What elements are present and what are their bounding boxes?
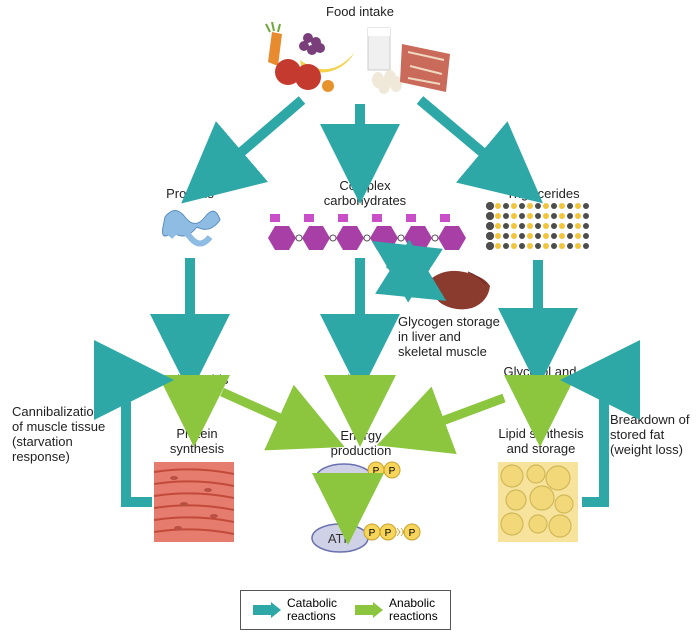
carbs-label: Complex carbohydrates bbox=[310, 178, 420, 208]
glycogen-label: Glycogen storage in liver and skeletal m… bbox=[398, 314, 538, 359]
energy-production-label: Energy production bbox=[326, 428, 396, 458]
muscle-illustration bbox=[154, 462, 234, 542]
carbs-illustration bbox=[268, 214, 468, 256]
svg-text:P: P bbox=[373, 466, 380, 477]
cannibalization-label: Cannibalization of muscle tissue (starva… bbox=[12, 404, 122, 464]
adp-illustration: ADP P P bbox=[314, 460, 414, 494]
amino-acids-label: Amino acids bbox=[148, 372, 238, 387]
food-illustration bbox=[260, 22, 460, 100]
atp-illustration: ATP P P P bbox=[310, 520, 430, 554]
fat-illustration bbox=[498, 462, 578, 542]
proteins-label: Proteins bbox=[155, 186, 225, 201]
triglycerides-label: Triglycerides bbox=[498, 186, 588, 201]
breakdown-fat-label: Breakdown of stored fat (weight loss) bbox=[610, 412, 698, 457]
svg-text:P: P bbox=[369, 528, 376, 539]
legend-catabolic-text: Catabolic reactions bbox=[287, 597, 337, 623]
protein-synthesis-label: Protein synthesis bbox=[162, 426, 232, 456]
svg-text:P: P bbox=[385, 528, 392, 539]
triglycerides-illustration bbox=[486, 200, 596, 256]
legend-anabolic: Anabolic reactions bbox=[355, 597, 438, 623]
proteins-illustration bbox=[155, 202, 225, 252]
legend-catabolic: Catabolic reactions bbox=[253, 597, 337, 623]
adp-text: ADP bbox=[331, 471, 358, 486]
svg-text:P: P bbox=[409, 528, 416, 539]
glucose-label: Glucose bbox=[326, 372, 396, 387]
svg-text:P: P bbox=[389, 466, 396, 477]
atp-text: ATP bbox=[328, 531, 352, 546]
lipid-synthesis-label: Lipid synthesis and storage bbox=[486, 426, 596, 456]
liver-illustration bbox=[428, 268, 494, 312]
legend: Catabolic reactions Anabolic reactions bbox=[240, 590, 451, 630]
food-intake-label: Food intake bbox=[300, 4, 420, 19]
glycerol-label: Glycerol and fatty acids bbox=[490, 364, 590, 394]
legend-anabolic-text: Anabolic reactions bbox=[389, 597, 438, 623]
